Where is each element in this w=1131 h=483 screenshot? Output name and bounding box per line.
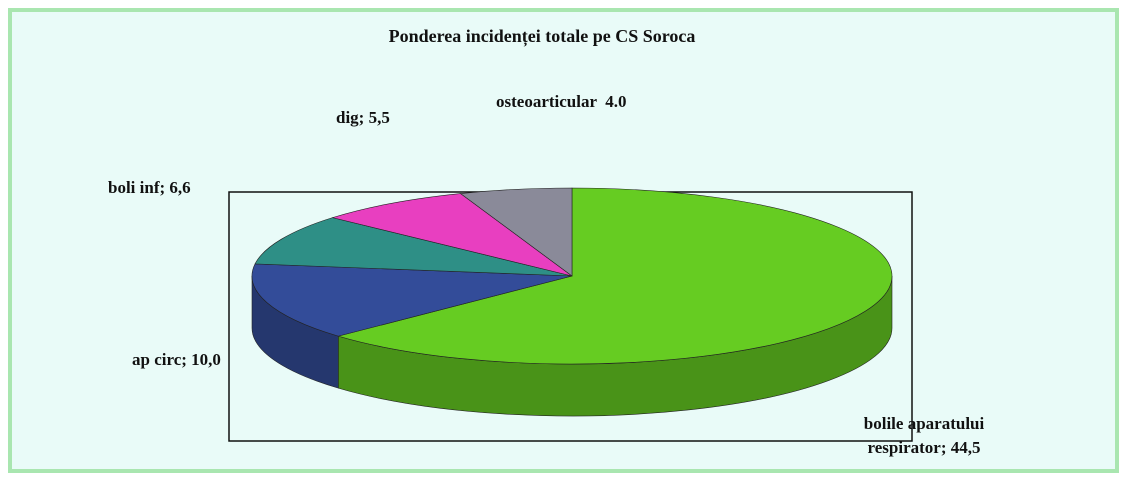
pie-slice bbox=[251, 263, 573, 337]
pie-slice bbox=[337, 187, 893, 365]
pie-slice bbox=[459, 187, 573, 277]
chart-title: Ponderea incidenței totale pe CS Soroca bbox=[388, 26, 696, 46]
pie-slice bbox=[254, 217, 573, 277]
chart-panel: Ponderea incidenței totale pe CS Soroca … bbox=[8, 8, 1119, 473]
pie-slice bbox=[331, 193, 573, 277]
chart bbox=[228, 187, 913, 442]
data-label: ap circ; 10,0 bbox=[132, 350, 221, 369]
data-label: osteoarticular 4.0 bbox=[496, 92, 627, 111]
data-label: bolile aparatului respirator; 44,5 bbox=[863, 414, 985, 457]
data-label: boli inf; 6,6 bbox=[108, 178, 191, 197]
data-label: dig; 5,5 bbox=[336, 108, 390, 127]
